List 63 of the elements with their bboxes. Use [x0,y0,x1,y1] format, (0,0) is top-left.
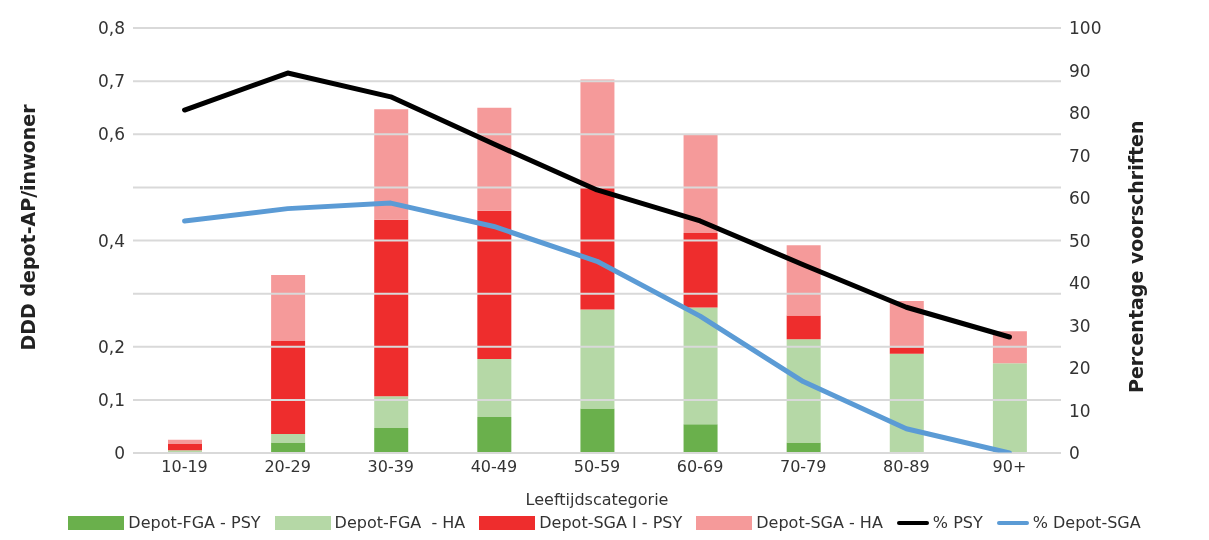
y-tick-label: 0,4 [97,230,125,251]
y-axis-title: DDD depot-AP/inwoner [16,103,39,351]
y-tick-label: 0 [114,443,125,464]
bar [786,442,821,453]
bar [786,339,821,443]
x-tick-label: 90+ [992,457,1027,477]
x-tick-label: 30-39 [367,457,415,477]
y2-tick-label: 80 [1069,103,1091,124]
x-tick-label: 50-59 [573,457,621,477]
bar [889,347,924,354]
legend-label: Depot-SGA - HA [755,513,883,532]
bar [374,219,409,397]
legend-label: Depot-FGA - PSY [127,513,261,532]
bar [374,109,409,220]
bar [889,353,924,453]
y2-tick-label: 100 [1069,18,1102,39]
x-axis-title: Leeftijdscategorie [525,490,669,509]
x-tick-label: 70-79 [779,457,827,477]
bar [683,307,718,425]
legend-label: Depot-SGA I - PSY [538,513,683,532]
y-tick-label: 0,6 [97,124,125,145]
x-tick-label: 60-69 [676,457,724,477]
bar [271,433,306,443]
y2-tick-label: 10 [1069,400,1091,421]
y-tick-label: 0,2 [97,336,125,357]
bar [580,309,615,409]
x-tick-label: 40-49 [470,457,518,477]
y-tick-label: 0,1 [97,389,125,410]
bar [683,424,718,453]
y2-tick-label: 70 [1069,145,1091,166]
bar [786,315,821,340]
bar [992,363,1027,453]
bar [477,107,512,211]
bar [168,439,202,444]
bar [271,442,306,453]
x-tick-label: 20-29 [264,457,311,477]
y2-tick-label: 90 [1069,60,1091,81]
y2-tick-label: 0 [1069,443,1080,464]
y2-tick-label: 20 [1069,358,1091,379]
legend-label: % PSY [931,513,983,532]
bar [683,134,718,234]
bar [477,210,512,359]
y2-tick-label: 50 [1069,230,1091,251]
legend-label: % Depot-SGA [1031,513,1141,532]
bar [580,408,615,453]
bar [271,275,306,341]
y-tick-label: 0,8 [97,18,125,39]
bar [168,443,202,451]
y2-tick-label: 30 [1069,315,1091,336]
bar [683,233,718,308]
x-tick-label: 80-89 [883,457,930,477]
bar [477,416,512,453]
bar [580,79,615,187]
y-tick-label: 0,7 [97,71,125,92]
y2-tick-label: 40 [1069,273,1091,294]
bar [477,358,512,417]
legend-label: Depot-FGA - HA [333,513,466,532]
bar [374,396,409,429]
y2-axis-title: Percentage voorschriften [1124,120,1147,393]
y2-tick-label: 60 [1069,188,1091,209]
x-tick-label: 10-19 [161,457,208,477]
bar [374,428,409,453]
bar [271,340,306,434]
